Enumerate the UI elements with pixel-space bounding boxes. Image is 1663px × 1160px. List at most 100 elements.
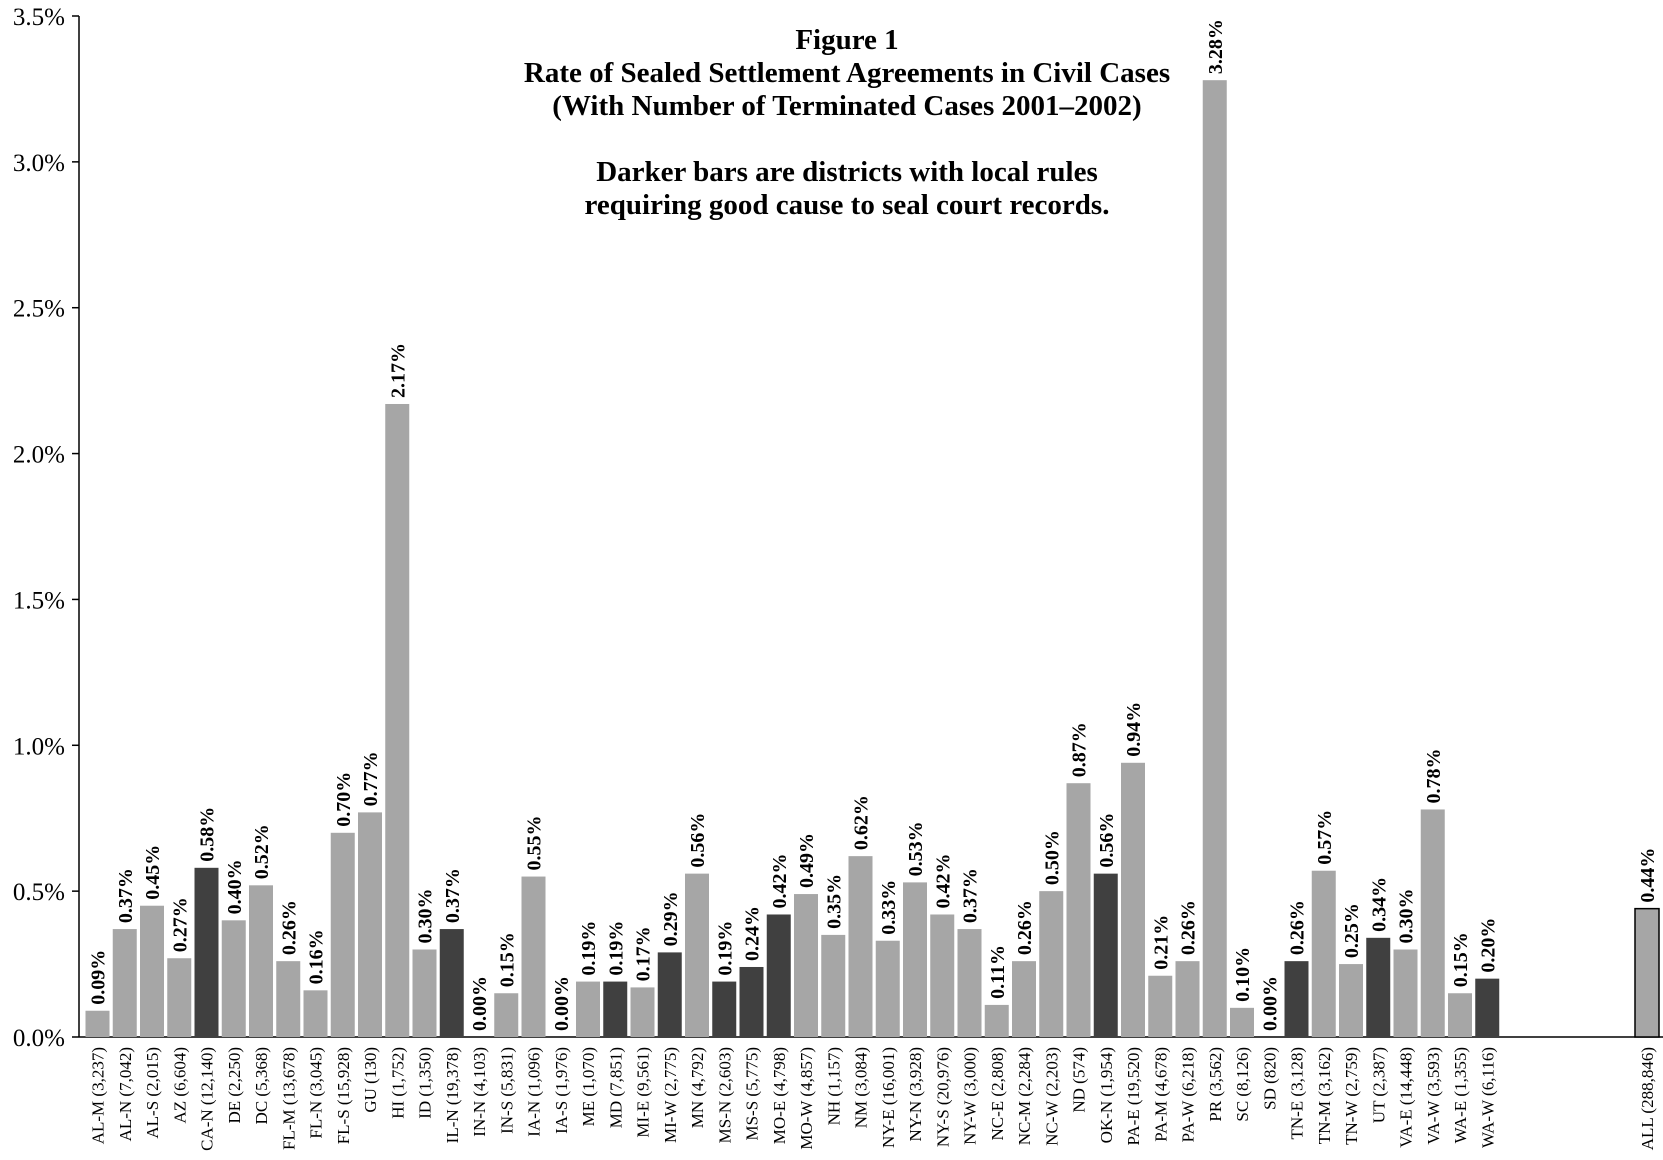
bar: [85, 1010, 110, 1037]
x-tick-label: ND (574): [1070, 1047, 1089, 1113]
x-tick-label: IN-S (5,831): [497, 1047, 516, 1134]
data-label: 0.30%: [415, 888, 437, 943]
bar: [1448, 993, 1472, 1037]
x-tick-label: MS-S (5,775): [743, 1047, 762, 1141]
data-label: 0.34%: [1368, 877, 1390, 932]
x-tick-label: IN-N (4,103): [470, 1047, 489, 1137]
data-label: 0.09%: [88, 950, 110, 1005]
x-tick-label: DE (2,250): [225, 1047, 244, 1123]
data-label: 0.10%: [1232, 947, 1254, 1002]
data-label: 0.17%: [633, 926, 655, 981]
x-tick-label: AL-N (7,042): [116, 1047, 135, 1141]
x-tick-label: FL-M (13,678): [279, 1047, 298, 1150]
bar: [1066, 783, 1091, 1037]
bar: [221, 920, 246, 1037]
y-tick-label: 2.5%: [13, 296, 65, 323]
bar: [1121, 762, 1145, 1037]
data-label: 0.57%: [1314, 810, 1336, 865]
data-label: 0.25%: [1341, 903, 1363, 958]
bar: [903, 882, 927, 1037]
x-tick-label: VA-E (14,448): [1397, 1047, 1416, 1148]
x-tick-label: ME (1,070): [579, 1047, 598, 1126]
bar: [984, 1004, 1009, 1037]
data-label: 0.16%: [306, 929, 328, 984]
data-label: 0.26%: [1014, 900, 1036, 955]
x-tick-label: OK-N (1,954): [1097, 1047, 1116, 1143]
data-label: 0.21%: [1150, 915, 1172, 970]
bar: [439, 929, 464, 1037]
x-tick-label: MD (7,851): [606, 1047, 625, 1128]
chart-title-line: Figure 1: [795, 24, 898, 56]
bar: [1175, 961, 1200, 1037]
data-label: 0.11%: [987, 945, 1009, 999]
bar: [385, 403, 410, 1038]
x-tick-label: IA-N (1,096): [525, 1047, 544, 1137]
data-label: 2.17%: [387, 343, 409, 398]
bar: [412, 949, 437, 1037]
bar: [712, 981, 737, 1037]
data-label: 0.19%: [714, 921, 736, 976]
data-label: 0.24%: [742, 906, 764, 961]
data-label: 0.70%: [333, 772, 355, 827]
x-tick-label: GU (130): [361, 1047, 380, 1113]
bar: [358, 812, 382, 1037]
bar: [276, 961, 301, 1037]
x-axis-labels: AL-M (3,237) AL-N (7,042) AL-S (2,015) AZ (…: [89, 1047, 1658, 1151]
bar: [657, 952, 682, 1037]
bar: [1393, 949, 1418, 1037]
data-label: 0.45%: [142, 845, 164, 900]
bar: [1420, 809, 1445, 1037]
data-label: 0.26%: [278, 900, 300, 955]
data-label: 0.27%: [169, 897, 191, 952]
bar: [112, 929, 137, 1037]
bar: [194, 867, 219, 1037]
x-tick-label: NC-E (2,808): [988, 1047, 1007, 1140]
x-tick-label: FL-N (3,045): [307, 1047, 326, 1139]
bar: [1148, 975, 1173, 1037]
x-tick-label: MN (4,792): [688, 1047, 707, 1128]
data-label: 0.49%: [796, 833, 818, 888]
y-tick-label: 0.5%: [13, 879, 65, 906]
x-tick-label: MO-W (4,857): [797, 1047, 816, 1150]
data-label: 0.15%: [1450, 932, 1472, 987]
x-tick-label: TN-W (2,759): [1342, 1047, 1361, 1145]
bar: [1634, 907, 1660, 1038]
chart-title-line: Rate of Sealed Settlement Agreements in …: [524, 57, 1170, 89]
x-tick-label: NY-N (3,928): [906, 1047, 925, 1141]
data-label: 0.78%: [1423, 748, 1445, 803]
bar: [167, 958, 192, 1037]
bar: [140, 905, 164, 1037]
x-tick-label: NH (1,157): [824, 1047, 843, 1125]
data-label: 0.55%: [524, 816, 546, 871]
bar: [249, 885, 273, 1037]
bars: [85, 80, 1660, 1038]
x-tick-label: NC-W (2,203): [1042, 1047, 1061, 1146]
data-label: 0.00%: [1259, 976, 1281, 1031]
x-tick-label: MI-E (9,561): [634, 1047, 653, 1138]
x-tick-label: UT (2,387): [1369, 1047, 1388, 1123]
y-tick-label: 1.0%: [13, 733, 65, 760]
x-tick-label: HI (1,752): [388, 1047, 407, 1119]
x-tick-label: ALL (288,846): [1638, 1047, 1657, 1150]
x-tick-label: NM (3,084): [852, 1047, 871, 1128]
bar: [1039, 891, 1064, 1037]
data-label: 0.30%: [1396, 888, 1418, 943]
data-label: 0.40%: [224, 859, 246, 914]
y-tick-label: 3.5%: [13, 4, 65, 31]
data-label: 0.00%: [551, 976, 573, 1031]
bar: [603, 981, 628, 1037]
x-tick-label: PA-M (4,678): [1151, 1047, 1170, 1142]
x-tick-label: DC (5,368): [252, 1047, 271, 1124]
chart-title-line: Darker bars are districts with local rul…: [596, 156, 1098, 188]
x-tick-label: CA-N (12,140): [198, 1047, 217, 1151]
data-label: 0.94%: [1123, 702, 1145, 757]
bar: [1475, 978, 1500, 1037]
bar: [821, 934, 846, 1037]
x-tick-label: PR (3,562): [1206, 1047, 1225, 1122]
data-label: 0.77%: [360, 751, 382, 806]
x-tick-label: IA-S (1,976): [552, 1047, 571, 1134]
bar: [1339, 964, 1363, 1037]
y-tick-label: 1.5%: [13, 587, 65, 614]
bar: [930, 914, 955, 1037]
